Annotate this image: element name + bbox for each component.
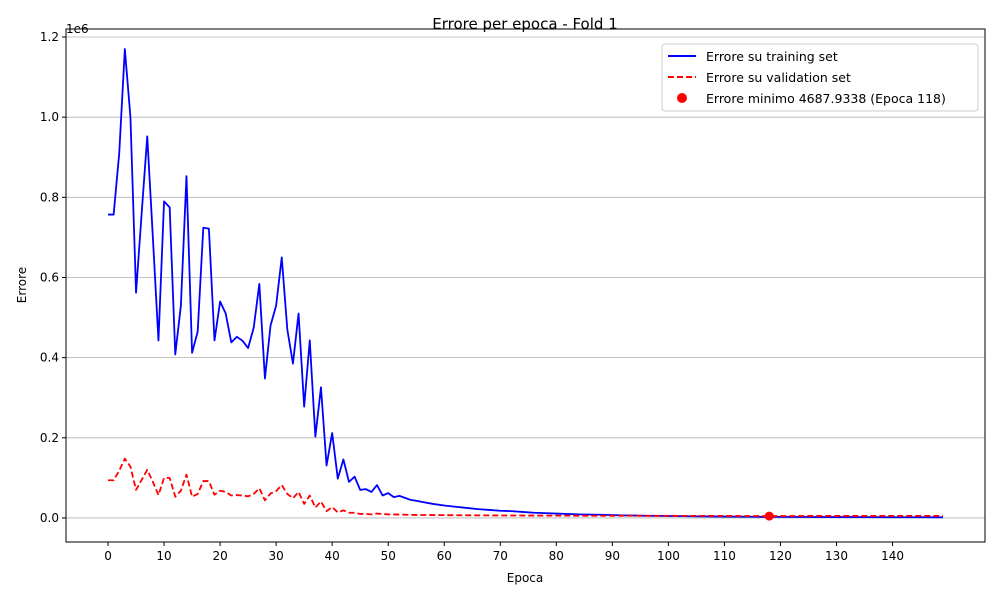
y-tick-label: 1.2 bbox=[40, 30, 59, 44]
y-offset-label: 1e6 bbox=[66, 22, 89, 36]
series-layer bbox=[108, 48, 943, 521]
legend-validation-label: Errore su validation set bbox=[706, 70, 851, 85]
x-tick-label: 110 bbox=[713, 549, 736, 563]
legend-training-label: Errore su training set bbox=[706, 49, 838, 64]
x-tick-label: 50 bbox=[381, 549, 396, 563]
x-tick-label: 0 bbox=[104, 549, 112, 563]
y-tick-label: 0.0 bbox=[40, 511, 59, 525]
x-tick-label: 30 bbox=[268, 549, 283, 563]
min-error-marker bbox=[764, 511, 774, 521]
y-tick-label: 0.4 bbox=[40, 351, 59, 365]
x-axis: 0 10 20 30 40 50 60 70 80 90 100 110 120 130 140 bbox=[104, 542, 904, 563]
x-tick-label: 90 bbox=[605, 549, 620, 563]
y-tick-label: 1.0 bbox=[40, 110, 59, 124]
x-axis-title: Epoca bbox=[507, 571, 544, 585]
x-tick-label: 10 bbox=[156, 549, 171, 563]
legend-marker-swatch bbox=[677, 93, 687, 103]
x-tick-label: 20 bbox=[212, 549, 227, 563]
y-tick-label: 0.8 bbox=[40, 190, 59, 204]
legend: Errore su training set Errore su validat… bbox=[661, 43, 979, 112]
x-tick-label: 120 bbox=[769, 549, 792, 563]
x-tick-label: 130 bbox=[825, 549, 848, 563]
y-axis-title: Errore bbox=[15, 267, 29, 303]
x-tick-label: 140 bbox=[881, 549, 904, 563]
series-line-validation bbox=[108, 457, 943, 517]
legend-box bbox=[661, 43, 979, 112]
y-tick-label: 0.2 bbox=[40, 431, 59, 445]
x-tick-label: 100 bbox=[657, 549, 680, 563]
y-axis: 0.0 0.2 0.4 0.6 0.8 1.0 1.2 bbox=[40, 30, 66, 525]
x-tick-label: 70 bbox=[493, 549, 508, 563]
grid bbox=[66, 36, 985, 519]
plot-frame bbox=[65, 28, 986, 543]
chart-title: Errore per epoca - Fold 1 bbox=[432, 15, 618, 33]
x-tick-label: 80 bbox=[549, 549, 564, 563]
y-tick-label: 0.6 bbox=[40, 270, 59, 284]
x-tick-label: 60 bbox=[437, 549, 452, 563]
legend-marker-label: Errore minimo 4687.9338 (Epoca 118) bbox=[706, 91, 946, 106]
x-tick-label: 40 bbox=[325, 549, 340, 563]
series-line-training bbox=[108, 48, 943, 519]
